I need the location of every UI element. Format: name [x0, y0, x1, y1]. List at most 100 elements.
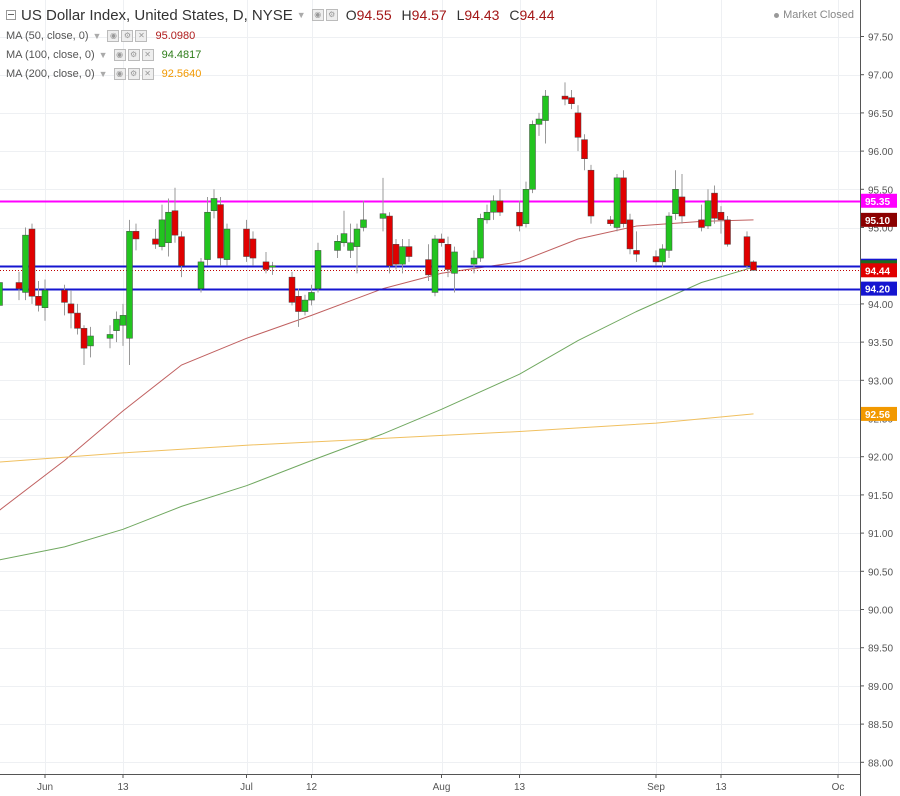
- close-icon[interactable]: ✕: [141, 48, 154, 61]
- candle-body: [704, 200, 712, 227]
- indicator-row-ma100[interactable]: MA (100, close, 0) ▼ ◉ ⚙ ✕ 94.4817: [6, 45, 561, 64]
- candle: [74, 303, 81, 335]
- eye-icon[interactable]: ◉: [107, 29, 120, 42]
- eye-icon[interactable]: ◉: [311, 9, 324, 21]
- candle: [574, 105, 582, 152]
- chevron-down-icon[interactable]: ▼: [296, 10, 306, 20]
- collapse-legend-icon[interactable]: [6, 10, 16, 20]
- low-key: L: [456, 7, 465, 23]
- close-icon[interactable]: ✕: [141, 67, 154, 80]
- close-key: C: [509, 7, 520, 23]
- symbol-title[interactable]: US Dollar Index, United States, D, NYSE: [21, 6, 293, 24]
- candle-body: [574, 112, 582, 138]
- candle: [405, 238, 413, 262]
- gear-icon[interactable]: ⚙: [127, 67, 140, 80]
- candle-body: [314, 250, 322, 289]
- gear-icon[interactable]: ⚙: [127, 48, 140, 61]
- indicator-value: 95.0980: [155, 29, 196, 42]
- candle: [308, 284, 315, 306]
- gear-icon[interactable]: ⚙: [325, 9, 338, 21]
- close-icon[interactable]: ✕: [135, 29, 148, 42]
- time-tick-label: Jul: [240, 782, 253, 793]
- candle: [444, 236, 452, 278]
- candle-body: [152, 238, 159, 245]
- candle: [340, 210, 348, 247]
- candle: [392, 238, 400, 270]
- status-dot-icon: [774, 12, 780, 18]
- candle-body: [717, 211, 725, 221]
- candle-body: [87, 335, 94, 347]
- candle: [80, 325, 88, 366]
- candle: [197, 258, 205, 293]
- candle: [451, 246, 458, 293]
- candle-body: [223, 228, 231, 260]
- candle-body: [724, 219, 731, 245]
- candle-body: [399, 246, 406, 265]
- candle: [568, 89, 575, 110]
- candle: [750, 260, 757, 272]
- candle: [652, 250, 660, 266]
- gear-icon[interactable]: ⚙: [121, 29, 134, 42]
- chevron-down-icon[interactable]: ▼: [98, 68, 108, 79]
- ma-line: [0, 219, 754, 511]
- candle-body: [633, 250, 640, 255]
- time-tick-label: Oc: [832, 782, 845, 793]
- candle-body: [451, 251, 458, 274]
- chevron-down-icon[interactable]: ▼: [92, 30, 102, 41]
- candle: [41, 279, 49, 321]
- candle-body: [301, 299, 309, 312]
- price-badge-label: 94.20: [865, 285, 890, 296]
- candle-body: [210, 198, 218, 211]
- candle: [295, 288, 302, 327]
- chart-legend: US Dollar Index, United States, D, NYSE …: [6, 4, 561, 83]
- candle-body: [652, 256, 660, 263]
- time-tick-label: 13: [117, 782, 129, 793]
- candle: [678, 174, 686, 224]
- candle-body: [41, 289, 49, 308]
- candle: [210, 189, 218, 219]
- indicator-row-ma200[interactable]: MA (200, close, 0) ▼ ◉ ⚙ ✕ 92.5640: [6, 64, 561, 83]
- candle-body: [529, 124, 536, 190]
- candle-body: [165, 211, 172, 244]
- candle-body: [269, 265, 276, 268]
- price-tick-label: 89.00: [868, 682, 893, 693]
- candle: [15, 271, 23, 301]
- eye-icon[interactable]: ◉: [113, 48, 126, 61]
- price-tick-label: 97.50: [868, 33, 893, 44]
- legend-title-row: US Dollar Index, United States, D, NYSE …: [6, 4, 561, 26]
- price-badge-label: 95.35: [865, 197, 890, 208]
- candle-body: [496, 200, 504, 213]
- candle: [132, 223, 140, 251]
- candle-body: [288, 276, 296, 303]
- candle: [659, 244, 666, 268]
- eye-icon[interactable]: ◉: [113, 67, 126, 80]
- candle-body: [665, 215, 673, 251]
- candle: [61, 284, 68, 316]
- candle: [119, 303, 127, 346]
- candle-body: [113, 318, 120, 331]
- candle-body: [581, 139, 588, 159]
- price-badge: [861, 406, 897, 421]
- indicator-row-ma50[interactable]: MA (50, close, 0) ▼ ◉ ⚙ ✕ 95.0980: [6, 26, 561, 45]
- open-key: O: [345, 7, 357, 23]
- candle: [386, 212, 393, 274]
- candle: [665, 212, 673, 259]
- candle: [529, 120, 536, 194]
- candle: [165, 198, 172, 257]
- candle-body: [347, 242, 354, 251]
- price-tick-label: 88.50: [868, 720, 893, 731]
- candle: [204, 196, 211, 266]
- candle-body: [178, 236, 185, 266]
- candle: [431, 235, 439, 297]
- candle: [269, 261, 276, 275]
- candle-body: [0, 282, 3, 306]
- time-tick-label: 13: [715, 782, 727, 793]
- candle-body: [626, 219, 634, 250]
- price-tick-label: 94.00: [868, 300, 893, 311]
- price-tick-label: 93.00: [868, 376, 893, 387]
- chevron-down-icon[interactable]: ▼: [98, 49, 108, 60]
- candle-body: [587, 169, 595, 217]
- price-badge-label: 94.44: [865, 266, 890, 277]
- candle: [613, 174, 621, 232]
